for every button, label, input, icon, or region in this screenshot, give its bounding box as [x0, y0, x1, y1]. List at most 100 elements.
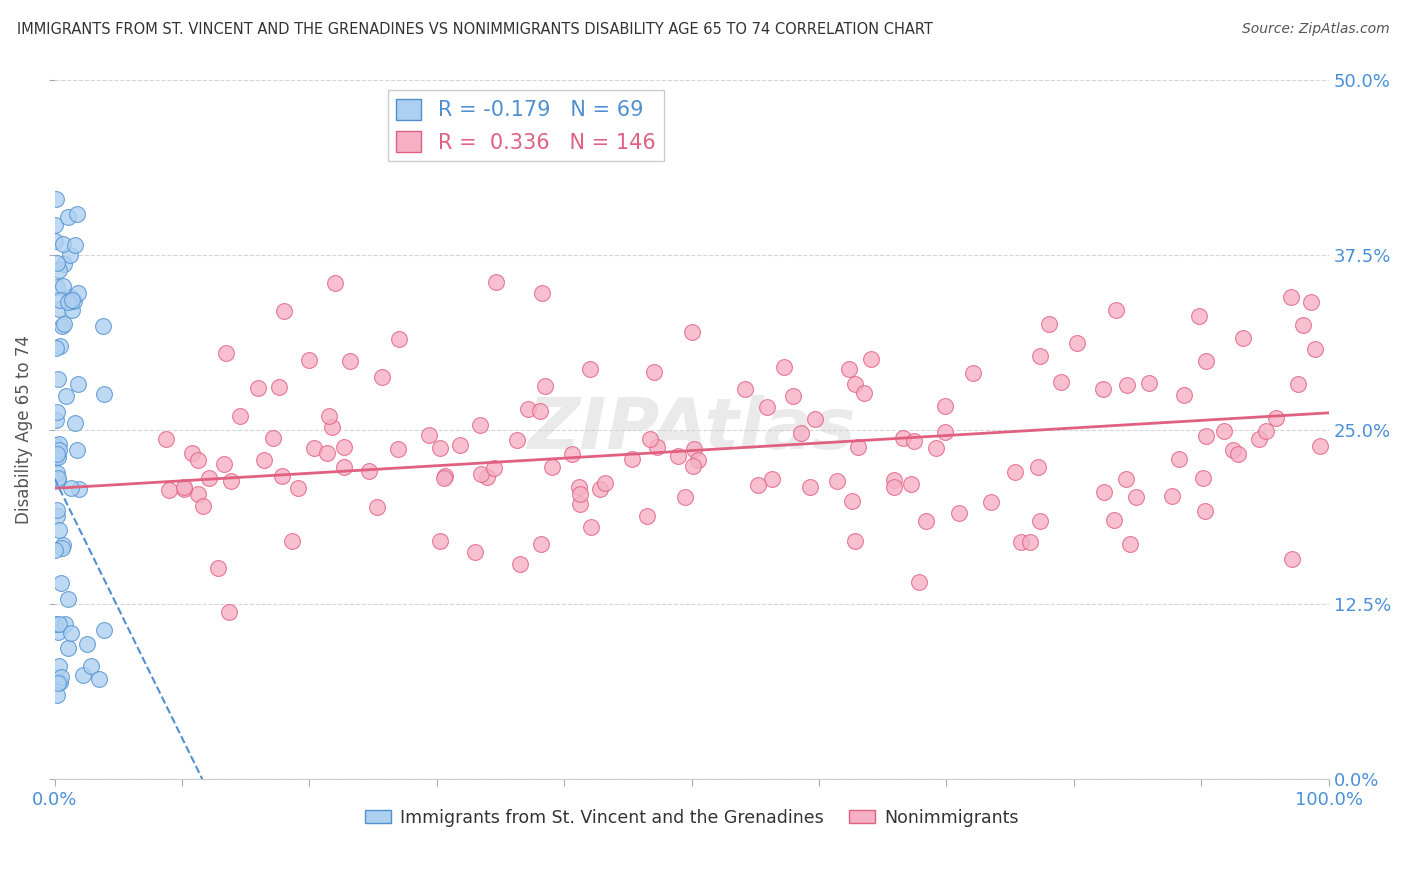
Point: [853, 385, 876, 400]
Point: [91, 318, 114, 333]
Point: [66, 286, 89, 301]
Point: [59, 248, 82, 262]
Point: [52, 317, 75, 331]
Point: [683, 442, 706, 457]
Point: [67, 377, 90, 392]
Point: [52, 236, 75, 251]
Point: [1038, 317, 1060, 331]
Point: [229, 409, 252, 423]
Point: [883, 479, 905, 493]
Point: [761, 471, 783, 485]
Point: [1029, 514, 1052, 528]
Point: [56, 210, 79, 224]
Point: [48, 302, 70, 317]
Point: [673, 490, 696, 504]
Point: [1227, 447, 1250, 461]
Point: [593, 475, 616, 490]
Point: [44, 542, 66, 557]
Point: [1018, 534, 1040, 549]
Point: [63, 238, 86, 252]
Point: [339, 354, 361, 368]
Point: [269, 380, 291, 394]
Point: [53, 257, 76, 271]
Point: [58, 592, 80, 607]
Point: [509, 557, 531, 571]
Point: [1286, 376, 1309, 391]
Point: [925, 442, 948, 456]
Point: [58, 640, 80, 655]
Point: [688, 452, 710, 467]
Point: [51, 318, 73, 333]
Point: [366, 500, 388, 515]
Point: [181, 445, 204, 459]
Point: [48, 675, 70, 690]
Point: [60, 482, 83, 496]
Point: [48, 263, 70, 277]
Point: [49, 576, 72, 591]
Point: [46, 466, 69, 480]
Point: [316, 446, 339, 460]
Point: [1125, 490, 1147, 504]
Point: [1254, 424, 1277, 438]
Point: [48, 658, 70, 673]
Point: [1105, 302, 1128, 317]
Text: ZIPAtlas: ZIPAtlas: [527, 395, 856, 464]
Point: [1102, 513, 1125, 527]
Point: [53, 617, 76, 632]
Point: [838, 362, 860, 376]
Point: [1029, 349, 1052, 363]
Point: [666, 449, 689, 463]
Point: [215, 346, 238, 360]
Point: [581, 520, 603, 534]
Point: [433, 471, 456, 485]
Point: [44, 616, 66, 631]
Point: [80, 659, 103, 673]
Point: [636, 508, 658, 523]
Point: [569, 487, 592, 501]
Point: [45, 688, 67, 702]
Point: [49, 339, 72, 353]
Point: [371, 370, 394, 384]
Point: [52, 279, 75, 293]
Point: [844, 533, 866, 548]
Point: [1066, 336, 1088, 351]
Point: [157, 483, 180, 497]
Point: [844, 377, 866, 392]
Point: [60, 626, 83, 640]
Point: [1115, 472, 1137, 486]
Point: [44, 234, 66, 248]
Point: [561, 447, 583, 461]
Point: [60, 302, 83, 317]
Point: [48, 372, 70, 386]
Point: [860, 351, 883, 366]
Point: [87, 672, 110, 686]
Point: [45, 192, 67, 206]
Point: [321, 419, 343, 434]
Point: [45, 256, 67, 270]
Point: [482, 461, 505, 475]
Point: [46, 624, 69, 639]
Point: [273, 303, 295, 318]
Point: [475, 470, 498, 484]
Point: [799, 480, 821, 494]
Point: [517, 402, 540, 417]
Point: [67, 483, 90, 497]
Point: [1026, 460, 1049, 475]
Point: [804, 411, 827, 425]
Point: [323, 276, 346, 290]
Point: [48, 437, 70, 451]
Y-axis label: Disability Age 65 to 74: Disability Age 65 to 74: [15, 335, 32, 524]
Point: [48, 450, 70, 464]
Point: [359, 464, 381, 478]
Point: [429, 441, 451, 455]
Point: [681, 325, 703, 339]
Point: [1232, 331, 1254, 345]
Point: [534, 378, 557, 392]
Point: [46, 405, 69, 419]
Point: [531, 286, 554, 301]
Point: [1119, 537, 1142, 551]
Point: [51, 670, 73, 684]
Point: [46, 503, 69, 517]
Point: [59, 290, 82, 304]
Point: [790, 425, 813, 440]
